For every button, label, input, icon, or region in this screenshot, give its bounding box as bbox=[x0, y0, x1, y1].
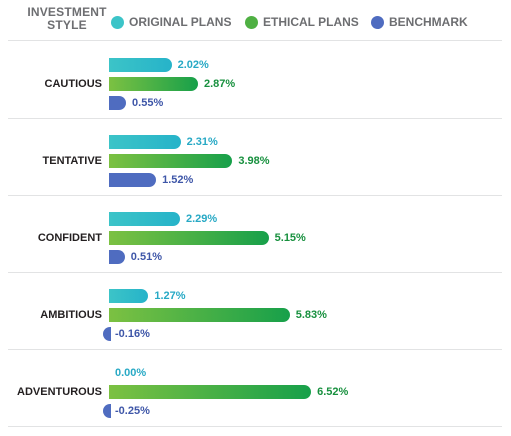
bar-original-plans bbox=[109, 212, 180, 226]
data-label: 0.00% bbox=[115, 367, 147, 379]
data-label: 5.83% bbox=[295, 309, 327, 321]
data-label: 0.55% bbox=[132, 97, 164, 109]
data-label: -0.25% bbox=[115, 405, 150, 417]
legend-label-ethical-plans: ETHICAL PLANS bbox=[263, 15, 359, 29]
bar-ethical-plans bbox=[109, 77, 198, 91]
category-divider bbox=[8, 195, 502, 196]
bar-original-plans bbox=[109, 58, 172, 72]
data-label: 2.31% bbox=[186, 136, 218, 148]
bar-original-plans bbox=[109, 135, 181, 149]
legend-swatch-ethical-plans bbox=[245, 15, 258, 29]
data-label: 2.29% bbox=[185, 213, 218, 225]
bar-original-plans bbox=[109, 289, 149, 303]
bar-benchmark bbox=[103, 327, 111, 341]
data-label: 5.15% bbox=[274, 232, 306, 244]
legend-item-benchmark: BENCHMARK bbox=[371, 15, 468, 29]
category-divider bbox=[8, 426, 502, 427]
data-label: 6.52% bbox=[317, 386, 349, 398]
category-label: CAUTIOUS bbox=[44, 78, 102, 90]
category-label: AMBITIOUS bbox=[40, 309, 102, 321]
bar-benchmark bbox=[109, 250, 125, 264]
data-label: 2.02% bbox=[177, 59, 209, 71]
legend-item-ethical-plans: ETHICAL PLANS bbox=[245, 15, 359, 29]
data-label: 2.87% bbox=[203, 78, 236, 90]
data-label: 3.98% bbox=[238, 155, 270, 167]
data-label: 1.27% bbox=[154, 290, 186, 302]
legend-label-benchmark: BENCHMARK bbox=[389, 15, 468, 29]
legend-swatch-benchmark bbox=[371, 15, 384, 29]
bar-benchmark bbox=[103, 404, 111, 418]
category-label: ADVENTUROUS bbox=[17, 386, 102, 398]
category-divider bbox=[8, 349, 502, 350]
legend-label-original-plans: ORIGINAL PLANS bbox=[129, 15, 232, 29]
bar-ethical-plans bbox=[109, 154, 233, 168]
bar-benchmark bbox=[109, 173, 157, 187]
data-label: 0.51% bbox=[130, 251, 162, 263]
chart-header-title: INVESTMENT STYLE bbox=[27, 5, 107, 32]
category-divider bbox=[8, 272, 502, 273]
bar-ethical-plans bbox=[109, 385, 312, 399]
bar-benchmark bbox=[109, 96, 127, 110]
legend-item-original-plans: ORIGINAL PLANS bbox=[111, 15, 231, 29]
category-label: CONFIDENT bbox=[37, 232, 102, 244]
data-label: -0.16% bbox=[115, 328, 150, 340]
bar-ethical-plans bbox=[109, 308, 290, 322]
category-divider bbox=[8, 118, 502, 119]
data-label: 1.52% bbox=[162, 174, 194, 186]
bar-ethical-plans bbox=[109, 231, 269, 245]
legend-swatch-original-plans bbox=[111, 15, 124, 29]
category-label: TENTATIVE bbox=[42, 155, 102, 167]
header-divider bbox=[8, 40, 502, 41]
